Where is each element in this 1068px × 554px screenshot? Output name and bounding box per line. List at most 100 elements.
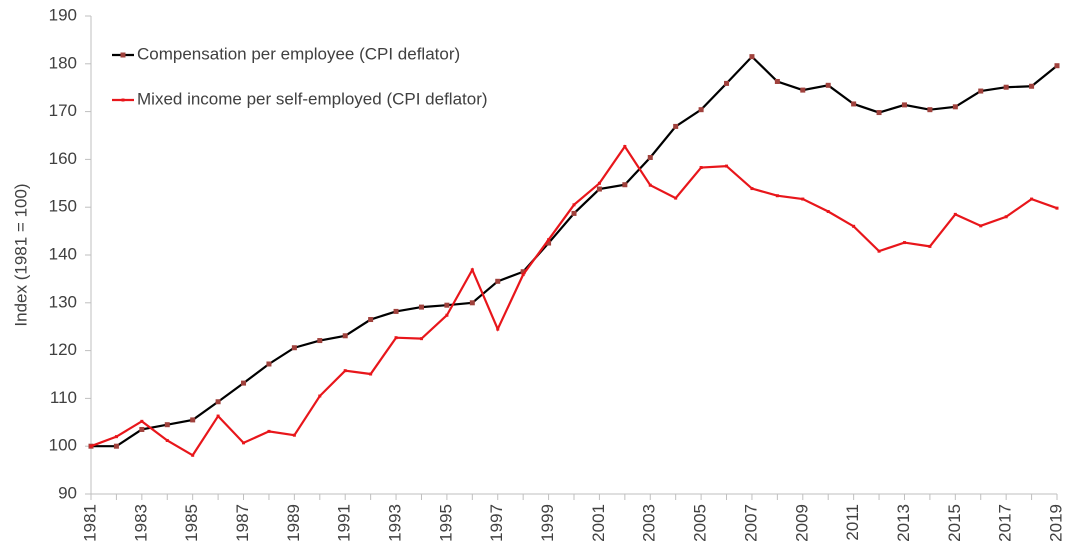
marker: [393, 308, 399, 314]
marker: [952, 104, 958, 110]
y-tick-label: 140: [49, 244, 77, 263]
marker: [928, 244, 932, 248]
x-tick-label: 2013: [894, 504, 913, 542]
legend-label: Compensation per employee (CPI deflator): [137, 44, 460, 63]
marker: [419, 337, 423, 341]
marker: [902, 241, 906, 245]
marker: [318, 394, 322, 398]
marker: [521, 273, 525, 277]
marker: [826, 210, 830, 214]
marker: [1054, 63, 1060, 69]
marker: [978, 88, 984, 94]
marker: [775, 194, 779, 198]
x-tick-label: 2009: [792, 504, 811, 542]
marker: [139, 426, 145, 432]
marker: [520, 269, 526, 275]
marker: [851, 101, 857, 107]
marker: [901, 102, 907, 108]
y-tick-label: 90: [58, 483, 77, 502]
marker: [953, 212, 957, 216]
marker: [190, 417, 196, 423]
marker: [1004, 215, 1008, 219]
x-tick-label: 1987: [233, 504, 252, 542]
marker: [242, 441, 246, 445]
x-tick-label: 1999: [538, 504, 557, 542]
marker: [597, 181, 601, 185]
marker: [547, 238, 551, 242]
marker: [572, 203, 576, 207]
marker: [292, 433, 296, 437]
marker: [648, 183, 652, 187]
x-tick-label: 2019: [1046, 504, 1065, 542]
y-axis-label: Index (1981 = 100): [11, 183, 30, 326]
marker: [445, 313, 449, 317]
y-tick-label: 130: [49, 292, 77, 311]
marker: [725, 164, 729, 168]
x-tick-label: 1995: [436, 504, 455, 542]
marker: [342, 333, 348, 339]
x-tick-label: 2017: [996, 504, 1015, 542]
marker: [191, 453, 195, 457]
legend-marker: [120, 52, 126, 58]
x-tick-label: 1993: [386, 504, 405, 542]
marker: [699, 166, 703, 170]
marker: [369, 372, 373, 376]
marker: [749, 54, 755, 60]
x-tick-label: 1985: [182, 504, 201, 542]
marker: [469, 300, 475, 306]
y-tick-label: 110: [50, 388, 77, 407]
x-tick-label: 2005: [691, 504, 710, 542]
x-tick-label: 2007: [741, 504, 760, 542]
marker: [267, 429, 271, 433]
marker: [647, 154, 653, 160]
marker: [495, 278, 501, 284]
marker: [215, 399, 221, 405]
x-tick-label: 2011: [843, 504, 862, 541]
marker: [496, 327, 500, 331]
x-tick-label: 1989: [284, 504, 303, 542]
x-tick-label: 2015: [945, 504, 964, 542]
marker: [596, 186, 602, 192]
marker: [1055, 206, 1059, 210]
x-tick-label: 1981: [80, 504, 99, 542]
marker: [1003, 84, 1009, 90]
x-tick-label: 1991: [335, 504, 354, 542]
marker: [164, 422, 170, 428]
marker: [622, 182, 628, 188]
marker: [546, 240, 552, 246]
marker: [877, 249, 881, 253]
y-tick-label: 180: [49, 53, 77, 72]
marker: [140, 419, 144, 423]
marker: [774, 78, 780, 84]
marker: [394, 336, 398, 340]
marker: [343, 369, 347, 373]
marker: [165, 438, 169, 442]
marker: [673, 123, 679, 129]
x-tick-label: 1997: [487, 504, 506, 542]
marker: [1029, 83, 1035, 89]
marker: [571, 210, 577, 216]
series-line: [91, 55, 1058, 448]
y-tick-label: 150: [49, 197, 77, 216]
legend-label: Mixed income per self-employed (CPI defl…: [137, 89, 488, 108]
marker: [113, 443, 119, 449]
marker: [266, 361, 272, 367]
marker: [418, 304, 424, 310]
marker: [216, 414, 220, 418]
y-tick-label: 100: [49, 436, 77, 455]
marker: [927, 107, 933, 113]
marker: [698, 107, 704, 113]
marker: [470, 268, 474, 272]
marker: [1030, 197, 1034, 201]
x-tick-label: 1983: [131, 504, 150, 542]
x-tick-label: 2003: [640, 504, 659, 542]
marker: [368, 317, 374, 323]
x-tick-label: 2001: [589, 504, 608, 542]
marker: [750, 187, 754, 191]
marker: [291, 345, 297, 351]
series-line: [90, 144, 1058, 457]
marker: [825, 82, 831, 88]
y-tick-label: 170: [49, 101, 77, 120]
legend-marker: [121, 98, 125, 102]
